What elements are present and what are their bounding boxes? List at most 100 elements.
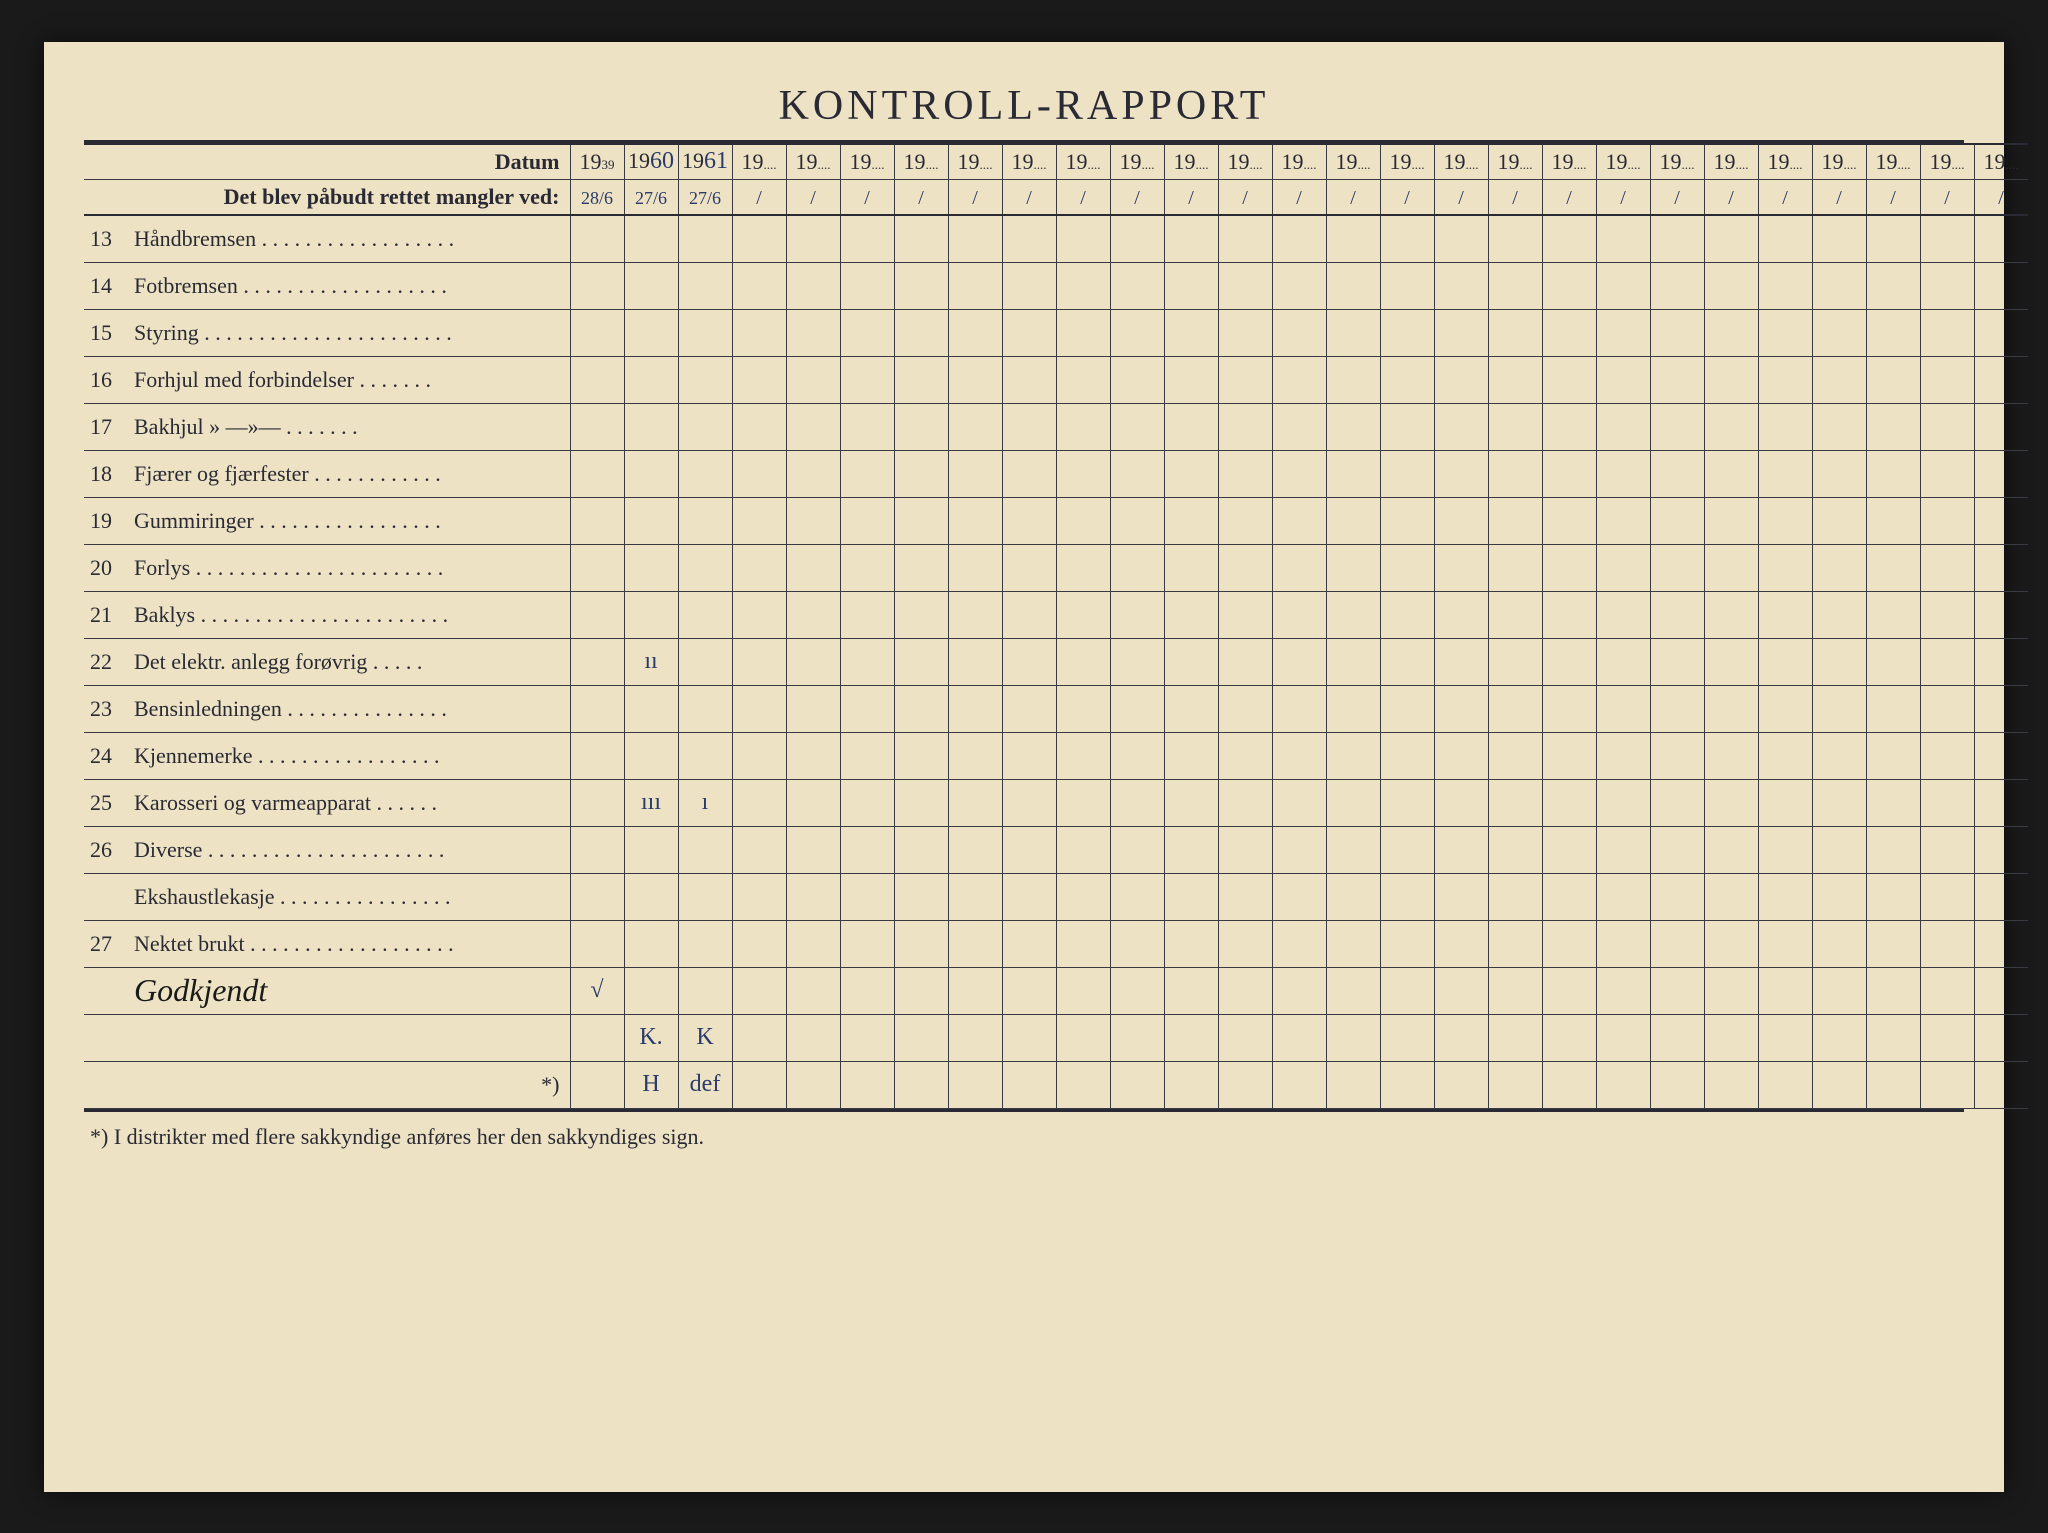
grid-cell bbox=[1812, 638, 1866, 685]
grid-cell bbox=[1272, 356, 1326, 403]
grid-cell bbox=[1704, 591, 1758, 638]
grid-cell bbox=[1704, 967, 1758, 1014]
grid-cell bbox=[1218, 497, 1272, 544]
grid-cell bbox=[1272, 685, 1326, 732]
grid-cell bbox=[624, 450, 678, 497]
grid-cell bbox=[1272, 826, 1326, 873]
grid-cell bbox=[1758, 873, 1812, 920]
grid-cell bbox=[1542, 403, 1596, 450]
grid-cell bbox=[1380, 826, 1434, 873]
row-number: 16 bbox=[84, 356, 130, 403]
grid-cell bbox=[1326, 1014, 1380, 1061]
year-header: 19.... bbox=[1002, 144, 1056, 180]
grid-cell bbox=[1812, 1061, 1866, 1108]
grid-cell bbox=[1542, 873, 1596, 920]
grid-cell bbox=[732, 215, 786, 263]
grid-cell bbox=[1164, 356, 1218, 403]
year-header: 1960 bbox=[624, 144, 678, 180]
grid-cell bbox=[1380, 967, 1434, 1014]
grid-cell bbox=[1110, 309, 1164, 356]
grid-cell bbox=[1164, 591, 1218, 638]
date-header: / bbox=[840, 179, 894, 215]
grid-cell bbox=[1758, 685, 1812, 732]
row-number: 24 bbox=[84, 732, 130, 779]
grid-cell bbox=[1002, 920, 1056, 967]
grid-cell bbox=[570, 356, 624, 403]
grid-cell bbox=[570, 1014, 624, 1061]
grid-cell bbox=[1650, 826, 1704, 873]
grid-cell bbox=[1704, 1014, 1758, 1061]
grid-cell bbox=[1866, 732, 1920, 779]
row-label: Nektet brukt . . . . . . . . . . . . . .… bbox=[130, 920, 570, 967]
grid-cell bbox=[1596, 638, 1650, 685]
grid-cell bbox=[1596, 262, 1650, 309]
grid-cell bbox=[570, 262, 624, 309]
grid-cell bbox=[678, 967, 732, 1014]
grid-cell bbox=[1272, 920, 1326, 967]
grid-cell bbox=[1758, 450, 1812, 497]
grid-cell bbox=[1596, 967, 1650, 1014]
grid-cell bbox=[1920, 403, 1974, 450]
grid-cell bbox=[1812, 544, 1866, 591]
grid-cell bbox=[1974, 920, 2028, 967]
grid-cell bbox=[1218, 638, 1272, 685]
grid-cell bbox=[1110, 450, 1164, 497]
grid-cell bbox=[1920, 873, 1974, 920]
grid-cell bbox=[1974, 591, 2028, 638]
row-label: Bensinledningen . . . . . . . . . . . . … bbox=[130, 685, 570, 732]
grid-cell bbox=[1218, 685, 1272, 732]
grid-cell bbox=[1758, 309, 1812, 356]
grid-cell bbox=[1596, 732, 1650, 779]
row-label bbox=[130, 1014, 570, 1061]
grid-cell bbox=[786, 309, 840, 356]
date-header: / bbox=[1920, 179, 1974, 215]
grid-cell bbox=[1434, 826, 1488, 873]
grid-cell bbox=[1650, 403, 1704, 450]
grid-cell bbox=[1920, 497, 1974, 544]
grid-cell: ııı bbox=[624, 779, 678, 826]
grid-cell bbox=[1164, 685, 1218, 732]
grid-cell bbox=[1704, 826, 1758, 873]
year-header: 19.... bbox=[1272, 144, 1326, 180]
grid-cell bbox=[1434, 497, 1488, 544]
grid-cell bbox=[1110, 215, 1164, 263]
grid-cell bbox=[1974, 638, 2028, 685]
grid-cell bbox=[786, 638, 840, 685]
grid-cell bbox=[1002, 450, 1056, 497]
grid-cell bbox=[1758, 1014, 1812, 1061]
date-header: 27/6 bbox=[624, 179, 678, 215]
grid-cell bbox=[624, 403, 678, 450]
date-header: / bbox=[1002, 179, 1056, 215]
grid-cell bbox=[1380, 732, 1434, 779]
grid-cell bbox=[1488, 638, 1542, 685]
grid-cell bbox=[948, 215, 1002, 263]
grid-cell bbox=[1596, 356, 1650, 403]
grid-cell bbox=[1758, 262, 1812, 309]
grid-cell bbox=[1434, 544, 1488, 591]
report-table: Datum19391960196119....19....19....19...… bbox=[84, 143, 2028, 1109]
grid-cell bbox=[570, 403, 624, 450]
date-header: / bbox=[894, 179, 948, 215]
year-header: 19.... bbox=[1434, 144, 1488, 180]
grid-cell bbox=[1110, 544, 1164, 591]
grid-cell bbox=[1326, 309, 1380, 356]
grid-cell bbox=[1272, 497, 1326, 544]
grid-cell bbox=[1974, 262, 2028, 309]
grid-cell bbox=[1812, 497, 1866, 544]
grid-cell bbox=[1596, 826, 1650, 873]
grid-cell bbox=[1002, 591, 1056, 638]
grid-cell bbox=[1380, 403, 1434, 450]
grid-cell bbox=[840, 1014, 894, 1061]
row-number bbox=[84, 1061, 130, 1108]
grid-cell bbox=[948, 779, 1002, 826]
grid-cell bbox=[1812, 967, 1866, 1014]
grid-cell bbox=[1758, 826, 1812, 873]
grid-cell bbox=[1380, 544, 1434, 591]
grid-cell: ı bbox=[678, 779, 732, 826]
grid-cell bbox=[1758, 497, 1812, 544]
grid-cell bbox=[894, 873, 948, 920]
grid-cell: H bbox=[624, 1061, 678, 1108]
grid-cell bbox=[732, 262, 786, 309]
grid-cell bbox=[1920, 685, 1974, 732]
grid-cell bbox=[948, 356, 1002, 403]
